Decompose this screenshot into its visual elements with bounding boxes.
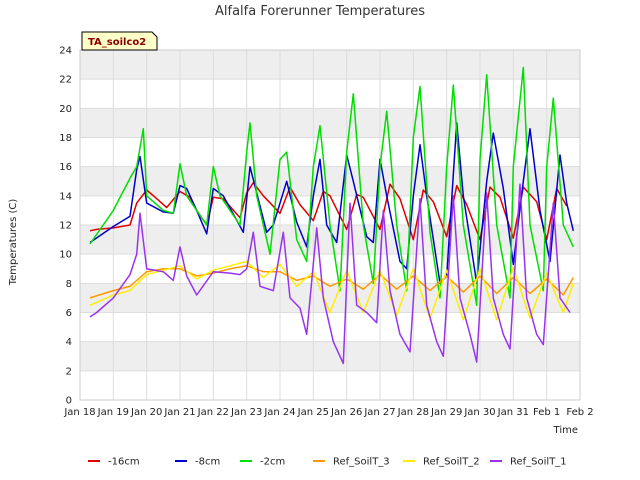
x-tick-label: Jan 26 [330,407,362,418]
x-tick-label: Jan 25 [297,407,329,418]
y-tick-label: 20 [59,104,72,115]
series-line-ref-soilt-3 [89,265,574,299]
x-tick-label: Jan 22 [197,407,229,418]
legend-label: Ref_SoilT_3 [333,457,390,468]
plot-band [80,370,580,400]
x-axis-label: Time [553,425,578,436]
x-tick-label: Jan 23 [230,407,262,418]
x-tick-label: Jan 27 [363,407,395,418]
y-tick-label: 2 [66,366,72,377]
x-tick-label: Jan 28 [397,407,429,418]
x-axis-ticks: Jan 18 Jan 19 Jan 20 Jan 21 Jan 22 Jan 23 Jan … [63,407,593,418]
y-tick-label: 6 [66,308,72,319]
x-tick-label: Feb 1 [533,407,560,418]
legend-label: Ref_SoilT_2 [423,457,480,468]
y-tick-label: 12 [59,221,72,232]
series-line-2cm [89,66,574,306]
y-axis-label: Temperatures (C) [8,199,19,287]
plot-band [80,166,580,196]
plot-band [80,50,580,80]
legend-label: -8cm [195,457,220,468]
chart-title: Alfalfa Forerunner Temperatures [215,4,425,19]
series-layer [89,66,575,365]
x-tick-label: Jan 18 [63,407,95,418]
legend-label: -2cm [260,457,285,468]
series-line-ref-soilt-2 [89,260,575,321]
x-tick-label: Jan 19 [97,407,129,418]
y-tick-label: 22 [59,75,72,86]
plot-band [80,137,580,167]
y-tick-label: 18 [59,133,72,144]
y-tick-label: 24 [59,46,72,57]
y-tick-label: 14 [59,191,72,202]
plot-band [80,283,580,313]
y-tick-label: 4 [66,337,72,348]
legend: -16cm -8cm -2cm Ref_SoilT_3 Ref_SoilT_2 Ref_S… [88,457,567,468]
site-badge-label: TA_soilco2 [88,37,146,48]
x-tick-label: Feb 2 [566,407,593,418]
legend-label: -16cm [108,457,140,468]
plot-band [80,108,580,138]
y-tick-label: 10 [59,250,72,261]
site-badge: TA_soilco2 [81,31,158,51]
y-tick-label: 16 [59,162,72,173]
gridlines [79,49,581,401]
x-tick-label: Jan 20 [130,407,162,418]
x-tick-label: Jan 21 [163,407,195,418]
plot-frame [79,49,581,401]
plot-band [80,341,580,371]
y-tick-label: 0 [66,396,72,407]
x-tick-label: Jan 29 [430,407,462,418]
plot-band [80,79,580,109]
series-line-ref-soilt-1 [89,183,571,365]
legend-label: Ref_SoilT_1 [510,457,567,468]
x-tick-label: Jan 31 [497,407,529,418]
y-tick-label: 8 [66,279,72,290]
x-tick-label: Jan 30 [463,407,495,418]
x-tick-label: Jan 24 [263,407,295,418]
